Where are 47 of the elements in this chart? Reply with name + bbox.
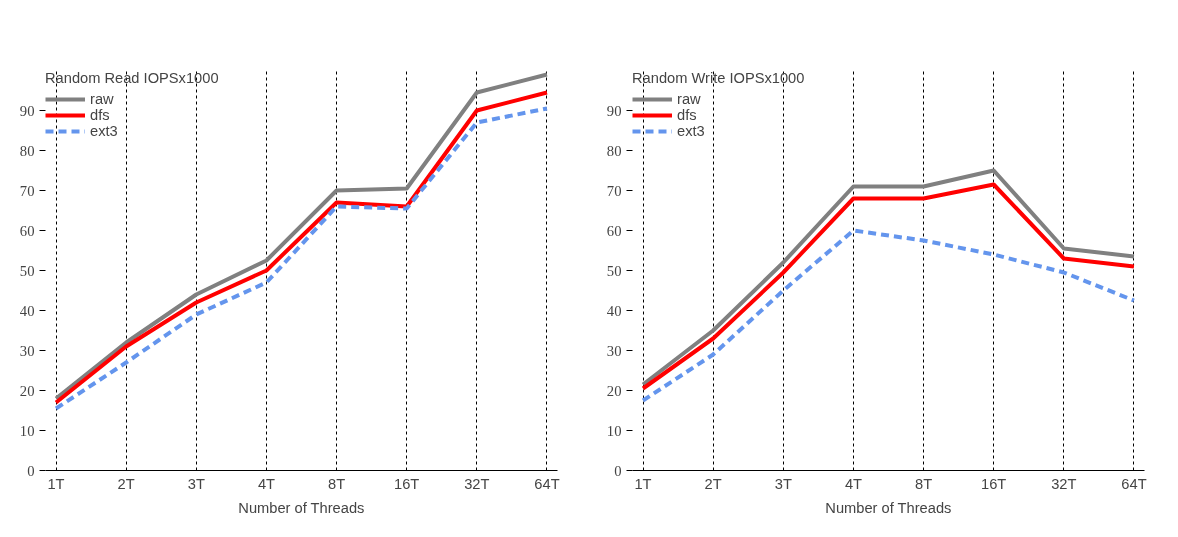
x-tick-label: 2T [704, 475, 722, 492]
x-tick-label: 64T [1121, 475, 1147, 492]
x-axis-title: Number of Threads [825, 499, 952, 516]
y-tick-label: 40 [19, 302, 35, 319]
x-tick-label: 4T [844, 475, 863, 492]
legend-label: ext3 [677, 123, 705, 139]
y-tick-label: 60 [19, 222, 35, 239]
x-tick-label: 32T [1051, 475, 1077, 492]
legend-title: Random Write IOPSx1000 [632, 70, 805, 86]
y-tick-label: 80 [19, 142, 35, 159]
x-tick-label: 64T [534, 475, 560, 492]
y-tick-label: 80 [606, 142, 622, 159]
legend-label: raw [90, 91, 114, 107]
y-tick-label: 20 [606, 382, 622, 399]
line-series [641, 228, 1136, 403]
y-tick-label: 90 [19, 102, 35, 119]
legend-label: dfs [677, 107, 697, 123]
x-tick-label: 3T [774, 475, 792, 492]
x-tick-label: 8T [915, 475, 933, 492]
y-tick-label: 30 [606, 342, 622, 359]
x-tick-label: 16T [981, 475, 1007, 492]
y-tick-label: 20 [19, 382, 35, 399]
x-tick-label: 1T [634, 475, 652, 492]
x-axis-title: Number of Threads [238, 499, 365, 516]
y-tick-label: 0 [27, 462, 35, 479]
y-tick-label: 70 [19, 182, 35, 199]
y-tick-label: 40 [606, 302, 622, 319]
y-tick-label: 10 [606, 422, 622, 439]
x-tick-label: 3T [187, 475, 205, 492]
y-tick-label: 50 [19, 262, 35, 279]
y-tick-label: 70 [606, 182, 622, 199]
y-tick-label: 50 [606, 262, 622, 279]
x-tick-label: 16T [394, 475, 420, 492]
y-tick-label: 10 [19, 422, 35, 439]
legend-label: dfs [90, 107, 110, 123]
y-tick-label: 60 [606, 222, 622, 239]
legend-label: ext3 [90, 123, 118, 139]
legend-label: raw [677, 91, 701, 107]
x-tick-label: 8T [328, 475, 346, 492]
legend-title: Random Read IOPSx1000 [45, 70, 219, 86]
y-tick-label: 0 [614, 462, 622, 479]
x-tick-label: 1T [47, 475, 65, 492]
y-tick-label: 90 [606, 102, 622, 119]
x-tick-label: 4T [257, 475, 276, 492]
x-tick-label: 2T [117, 475, 135, 492]
y-tick-label: 30 [19, 342, 35, 359]
x-tick-label: 32T [464, 475, 490, 492]
